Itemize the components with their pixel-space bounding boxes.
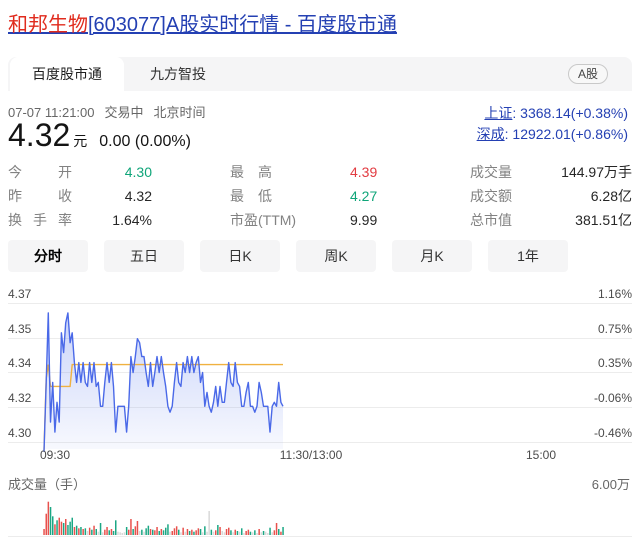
volume-bars-svg	[43, 501, 284, 535]
chart-period-tabs: 分时 五日 日K 周K 月K 1年	[8, 240, 568, 272]
x-axis-labels: 09:30 11:30/13:00 15:00	[0, 448, 640, 463]
stat-label-low: 最 低	[230, 188, 272, 204]
volume-header: 成交量（手） 6.00万	[8, 474, 630, 493]
title-rest: [603077]A股实时行情 - 百度股市通	[88, 14, 397, 36]
volume-baseline	[8, 536, 632, 537]
market-badge: A股	[567, 64, 608, 84]
price-line-svg	[43, 312, 284, 452]
gridline	[8, 407, 632, 408]
y-axis-price-label: 4.34	[8, 356, 32, 370]
stat-label-high: 最 高	[230, 164, 272, 180]
index-shenzhen-value: : 12922.01(+0.86%)	[504, 126, 628, 142]
tab-5day[interactable]: 五日	[104, 240, 184, 272]
price-change: 0.00 (0.00%)	[99, 133, 191, 150]
source-tab-strip: 百度股市通 九方智投 A股	[8, 57, 632, 91]
stat-label-pe-ttm: 市盈(TTM)	[230, 212, 297, 228]
stat-value-prev-close: 4.32	[124, 188, 152, 204]
y-axis-price-label: 4.37	[8, 287, 32, 301]
tab-1year[interactable]: 1年	[488, 240, 568, 272]
stats-row: 今 开 4.30 最 高 4.39 成交量 144.97万手	[8, 160, 632, 184]
tab-baidu-gushitong[interactable]: 百度股市通	[10, 57, 124, 91]
stat-value-turnover-rate: 1.64%	[112, 212, 152, 228]
timezone-label: 北京时间	[153, 105, 206, 120]
tab-daily-k[interactable]: 日K	[200, 240, 280, 272]
index-shanghai-value: : 3368.14(+0.38%)	[512, 105, 628, 121]
timeshare-chart[interactable]: 4.37 4.35 4.34 4.32 4.30 1.16% 0.75% 0.3…	[0, 283, 640, 452]
stat-value-volume: 144.97万手	[561, 164, 632, 180]
stat-value-market-cap: 381.51亿	[575, 212, 632, 228]
stats-row: 换手率 1.64% 市盈(TTM) 9.99 总市值 381.51亿	[8, 208, 632, 232]
stats-row: 昨 收 4.32 最 低 4.27 成交额 6.28亿	[8, 184, 632, 208]
y-axis-percent-label: 0.35%	[597, 356, 632, 370]
current-price: 4.32	[8, 117, 71, 153]
index-shenzhen-link[interactable]: 深成	[476, 126, 505, 142]
y-axis-price-label: 4.35	[8, 322, 32, 336]
result-title-link[interactable]: 和邦生物[603077]A股实时行情 - 百度股市通	[8, 12, 397, 38]
index-shanghai: 上证: 3368.14(+0.38%)	[477, 103, 628, 124]
stat-value-low: 4.27	[350, 188, 378, 204]
quote-time: 07-07 11:21:00	[8, 105, 95, 120]
stat-label-open: 今 开	[8, 164, 72, 180]
stat-label-market-cap: 总市值	[470, 212, 512, 228]
stat-label-volume: 成交量	[470, 164, 512, 180]
gridline	[8, 303, 632, 304]
stat-label-prev-close: 昨 收	[8, 188, 72, 204]
stat-value-turnover-amount: 6.28亿	[590, 188, 632, 204]
volume-axis-max: 6.00万	[591, 477, 630, 492]
gridline	[8, 372, 632, 373]
x-tick-0930: 09:30	[40, 448, 71, 462]
price-row: 4.32 元 0.00 (0.00%)	[8, 116, 191, 154]
tab-weekly-k[interactable]: 周K	[296, 240, 376, 272]
index-shanghai-link[interactable]: 上证	[484, 105, 513, 121]
price-unit: 元	[73, 133, 88, 149]
market-indices: 上证: 3368.14(+0.38%) 深成: 12922.01(+0.86%)	[477, 103, 628, 145]
stat-value-pe-ttm: 9.99	[350, 212, 378, 228]
gridline	[8, 442, 632, 443]
tab-monthly-k[interactable]: 月K	[392, 240, 472, 272]
index-shenzhen: 深成: 12922.01(+0.86%)	[477, 124, 628, 145]
x-tick-1500: 15:00	[525, 448, 557, 462]
x-tick-1130-1300: 11:30/13:00	[279, 448, 343, 462]
stat-value-open: 4.30	[124, 164, 152, 180]
stats-grid: 今 开 4.30 最 高 4.39 成交量 144.97万手 昨 收 4.32 …	[8, 160, 632, 232]
y-axis-percent-label: 0.75%	[597, 322, 632, 336]
gridline	[8, 338, 632, 339]
y-axis-percent-label: -0.46%	[593, 426, 632, 440]
title-stock-name: 和邦生物	[8, 14, 88, 36]
stat-label-turnover-amount: 成交额	[470, 188, 512, 204]
quote-time-row: 07-07 11:21:00 交易中 北京时间	[8, 102, 216, 121]
y-axis-price-label: 4.32	[8, 391, 32, 405]
stat-value-high: 4.39	[350, 164, 378, 180]
stat-label-turnover-rate: 换手率	[8, 212, 72, 228]
y-axis-percent-label: -0.06%	[593, 391, 632, 405]
y-axis-price-label: 4.30	[8, 426, 32, 440]
tab-jiufang-zhitou[interactable]: 九方智投	[150, 66, 206, 82]
volume-label: 成交量（手）	[8, 477, 87, 492]
y-axis-percent-label: 1.16%	[597, 287, 632, 301]
tab-intraday[interactable]: 分时	[8, 240, 88, 272]
trading-status: 交易中	[104, 105, 144, 120]
